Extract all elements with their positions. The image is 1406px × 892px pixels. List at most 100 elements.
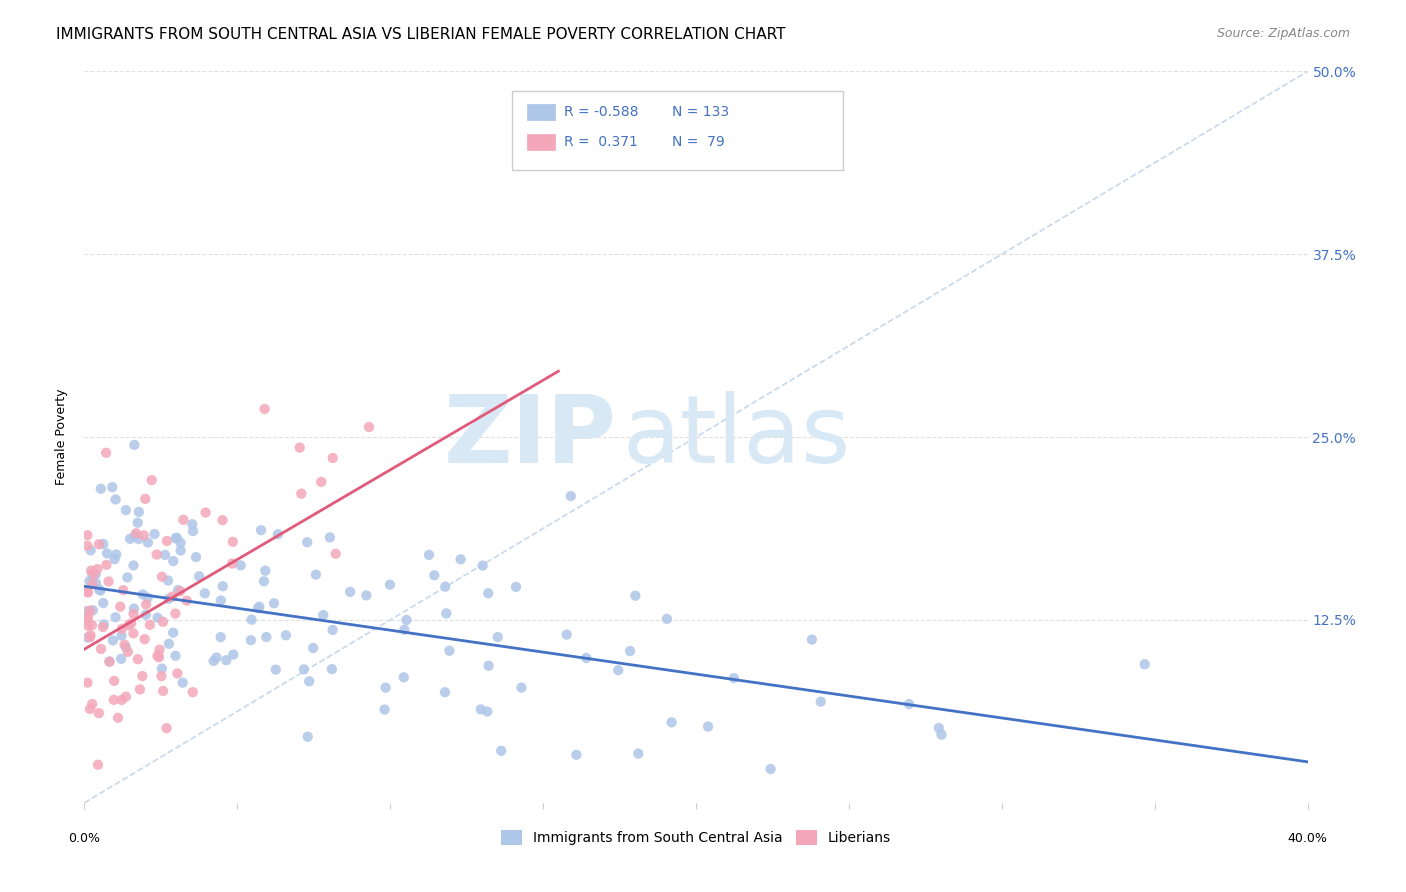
Point xyxy=(77,618,100,632)
Point xyxy=(122,601,145,615)
Point xyxy=(321,662,343,676)
Point xyxy=(82,566,104,581)
Point xyxy=(897,697,920,711)
Text: 0.0%: 0.0% xyxy=(69,832,100,845)
Point xyxy=(172,513,194,527)
Point xyxy=(87,582,110,597)
Point xyxy=(93,617,115,632)
Text: 40.0%: 40.0% xyxy=(1288,832,1327,845)
Point xyxy=(117,645,139,659)
Point xyxy=(209,593,232,607)
Point xyxy=(565,747,588,762)
Point xyxy=(215,653,238,667)
Point xyxy=(176,593,198,607)
Point xyxy=(122,626,145,640)
Point xyxy=(98,655,121,669)
Point xyxy=(297,730,319,744)
Point xyxy=(84,576,107,591)
Point xyxy=(146,610,169,624)
Point xyxy=(103,673,125,688)
Point xyxy=(128,682,150,697)
Point xyxy=(423,568,446,582)
Point xyxy=(105,548,128,562)
Point xyxy=(697,720,720,734)
Point xyxy=(97,574,120,589)
Point xyxy=(103,552,125,566)
Point xyxy=(128,505,150,519)
Point xyxy=(194,506,217,520)
Point xyxy=(150,669,173,683)
Point xyxy=(292,662,315,676)
Point xyxy=(132,587,155,601)
Point xyxy=(148,642,170,657)
Point xyxy=(132,528,155,542)
FancyBboxPatch shape xyxy=(527,103,555,120)
Point xyxy=(274,628,297,642)
Point xyxy=(76,539,98,553)
Text: ZIP: ZIP xyxy=(443,391,616,483)
Point xyxy=(136,591,159,605)
Point xyxy=(627,747,650,761)
Point xyxy=(98,655,121,669)
Point xyxy=(290,486,312,500)
Point xyxy=(84,567,107,582)
Point xyxy=(486,630,509,644)
Point xyxy=(607,663,630,677)
Point xyxy=(221,557,243,571)
Point xyxy=(172,675,194,690)
Point xyxy=(90,642,112,657)
Point xyxy=(120,616,142,631)
Point xyxy=(104,610,127,624)
Point xyxy=(134,491,156,506)
Point xyxy=(135,598,157,612)
Point xyxy=(91,537,114,551)
Point xyxy=(141,473,163,487)
Point xyxy=(297,535,319,549)
Legend: Immigrants from South Central Asia, Liberians: Immigrants from South Central Asia, Libe… xyxy=(495,825,897,851)
Point xyxy=(110,629,132,643)
Text: N =  79: N = 79 xyxy=(672,135,724,149)
Point xyxy=(110,652,132,666)
Point xyxy=(723,671,745,685)
Point xyxy=(505,580,527,594)
Point xyxy=(165,648,187,663)
Point xyxy=(107,711,129,725)
Point xyxy=(560,489,582,503)
Point xyxy=(152,684,174,698)
Point xyxy=(165,607,187,621)
Point xyxy=(188,569,211,583)
Point xyxy=(157,574,180,588)
Point xyxy=(575,651,598,665)
Point xyxy=(120,532,142,546)
Point xyxy=(263,596,285,610)
Point xyxy=(229,558,252,573)
Point xyxy=(76,585,98,599)
Point xyxy=(264,663,287,677)
Point xyxy=(87,537,110,551)
Point xyxy=(139,617,162,632)
Point xyxy=(83,567,105,582)
Point xyxy=(122,607,145,621)
Point xyxy=(155,721,177,735)
Point xyxy=(194,586,217,600)
FancyBboxPatch shape xyxy=(527,134,555,150)
Point xyxy=(392,670,415,684)
Point xyxy=(76,604,98,618)
Point xyxy=(339,585,361,599)
Point xyxy=(470,702,492,716)
Point xyxy=(87,706,110,720)
FancyBboxPatch shape xyxy=(513,91,842,170)
Point xyxy=(166,666,188,681)
Point xyxy=(450,552,472,566)
Point xyxy=(91,620,114,634)
Point xyxy=(810,695,832,709)
Point xyxy=(489,744,512,758)
Point xyxy=(267,527,290,541)
Point xyxy=(325,547,347,561)
Point xyxy=(143,527,166,541)
Point xyxy=(82,697,104,711)
Point xyxy=(80,618,103,632)
Point xyxy=(91,596,114,610)
Point xyxy=(117,570,139,584)
Point xyxy=(378,577,401,591)
